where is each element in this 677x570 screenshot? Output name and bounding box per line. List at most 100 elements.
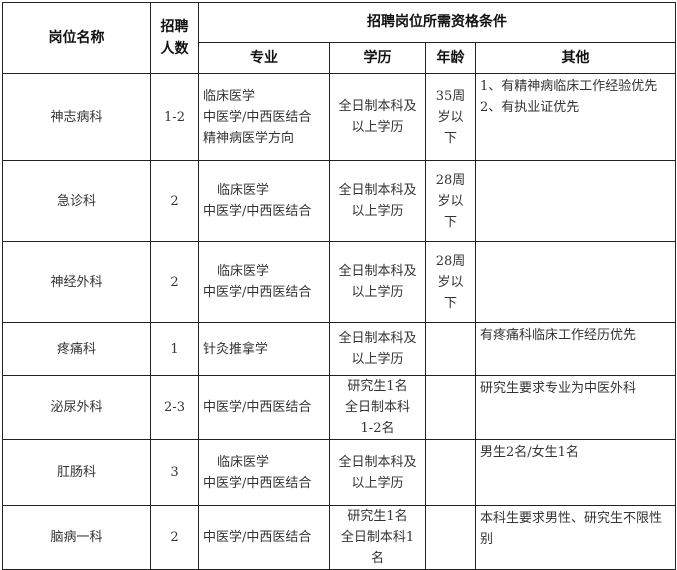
age-cell-line: 28周: [435, 253, 466, 269]
major-cell-line: 针灸推拿学: [203, 341, 269, 357]
count-cell: 2: [150, 160, 199, 242]
count-cell: 2: [150, 505, 199, 570]
education-cell-line: 全日制本科及: [338, 331, 417, 346]
major-cell-line: 中医学/中西医结合: [203, 475, 312, 491]
table-row: 疼痛科 1 针灸推拿学 全日制本科及 以上学历 有疼痛科临床工作经历优先: [2, 322, 676, 376]
education-cell: 全日制本科及 以上学历: [329, 73, 426, 161]
education-cell-line: 全日制本科: [344, 400, 410, 415]
other-cell-line: 1、有精神病临床工作经验优先: [480, 79, 658, 94]
table-row: 急诊科 2 临床医学 中医学/中西医结合 全日制本科及 以上学历 28周 岁以下: [2, 160, 676, 242]
age-cell-line: 下: [443, 295, 457, 311]
education-cell-line: 全日制本科及: [338, 99, 417, 114]
age-cell: [425, 505, 476, 570]
major-cell: 临床医学中医学/中西医结合: [198, 160, 330, 242]
age-cell: 28周岁以下: [425, 241, 476, 323]
position-cell: 神经外科: [2, 241, 151, 323]
header-age: 年龄: [425, 42, 476, 74]
education-cell: 全日制本科及 以上学历: [329, 322, 426, 376]
header-education: 学历: [329, 42, 426, 74]
education-cell-line: 全日制本科及: [338, 454, 417, 470]
education-cell-line: 全日制本科及: [338, 264, 417, 279]
other-cell-line: 有疼痛科临床工作经历优先: [480, 328, 637, 343]
age-cell: [425, 439, 476, 506]
other-cell: 研究生要求专业为中医外科: [475, 375, 676, 440]
count-cell: 2-3: [150, 375, 199, 440]
major-cell: 针灸推拿学: [198, 322, 330, 376]
major-cell-line: 临床医学: [203, 88, 256, 104]
major-cell-line: 临床医学: [217, 183, 270, 198]
major-cell: 临床医学中医学/中西医结合: [198, 439, 330, 506]
education-cell: 研究生1名全日制本科 1-2名: [329, 375, 426, 440]
age-cell: [425, 322, 476, 376]
age-cell-line: 岁以: [437, 193, 464, 209]
education-cell-line: 名: [370, 551, 384, 566]
table-row: 脑病一科 2 中医学/中西医结合 研究生1名全日制本科1 名 本科生要求男性、研究生不限性…: [2, 505, 676, 570]
other-cell-line: 研究生要求专业为中医外科: [480, 381, 637, 396]
major-cell-line: 中医学/中西医结合: [203, 400, 312, 415]
major-cell-line: 中医学/中西医结合: [203, 204, 312, 219]
count-cell: 3: [150, 439, 199, 506]
position-cell: 脑病一科: [2, 505, 151, 570]
age-cell: 35周岁以下: [425, 73, 476, 161]
other-cell: 1、有精神病临床工作经验优先 2、有执业证优先: [475, 73, 676, 161]
header-requirements: 招聘岗位所需资格条件: [198, 2, 676, 43]
major-cell: 中医学/中西医结合: [198, 505, 330, 570]
education-cell: 研究生1名全日制本科1 名: [329, 505, 426, 570]
education-cell: 全日制本科及 以上学历: [329, 241, 426, 323]
education-cell-line: 研究生1名: [347, 379, 408, 394]
major-cell-line: 临床医学: [217, 454, 270, 470]
education-cell-line: 全日制本科及: [338, 183, 417, 198]
age-cell-line: 28周: [435, 172, 466, 188]
position-cell: 神志病科: [2, 73, 151, 161]
position-cell: 疼痛科: [2, 322, 151, 376]
age-cell-line: 下: [443, 130, 457, 146]
major-cell: 中医学/中西医结合: [198, 375, 330, 440]
header-other: 其他: [475, 42, 676, 74]
count-cell: 1: [150, 322, 199, 376]
education-cell-line: 研究生1名: [347, 509, 408, 524]
age-cell: 28周岁以下: [425, 160, 476, 242]
count-cell: 2: [150, 241, 199, 323]
age-cell-line: 下: [443, 214, 457, 230]
age-cell-line: 35周: [435, 88, 466, 104]
table-row: 神志病科 1-2 临床医学 中医学/中西医结合 精神病医学方向 全日制本科及 以上学历 35周…: [2, 73, 676, 161]
education-cell-line: 全日制本科1: [340, 530, 415, 545]
header-position: 岗位名称: [2, 2, 151, 74]
header-major: 专业: [198, 42, 330, 74]
table-row: 泌尿外科 2-3 中医学/中西医结合 研究生1名全日制本科 1-2名 研究生要求专业为中医…: [2, 375, 676, 440]
table-row: 神经外科 2 临床医学 中医学/中西医结合 全日制本科及 以上学历 28周 岁以下: [2, 241, 676, 323]
other-cell: 有疼痛科临床工作经历优先: [475, 322, 676, 376]
major-cell: 临床医学中医学/中西医结合 精神病医学方向: [198, 73, 330, 161]
other-cell-line: 本科生要求男性、研究生不限性别: [480, 511, 663, 547]
education-cell-line: 以上学历: [351, 475, 404, 491]
position-cell: 泌尿外科: [2, 375, 151, 440]
education-cell-line: 以上学历: [351, 285, 404, 300]
education-cell-line: 1-2名: [360, 421, 395, 436]
education-cell: 全日制本科及 以上学历: [329, 439, 426, 506]
other-cell-line: 男生2名/女生1名: [480, 445, 579, 460]
other-cell-line: 2、有执业证优先: [480, 100, 580, 115]
major-cell-line: 临床医学: [217, 264, 270, 279]
education-cell: 全日制本科及 以上学历: [329, 160, 426, 242]
table-row: 肛肠科 3 临床医学 中医学/中西医结合 全日制本科及 以上学历 男生2名/女生1名: [2, 439, 676, 506]
position-cell: 急诊科: [2, 160, 151, 242]
major-cell-line: 中医学/中西医结合: [203, 285, 312, 300]
header-count: 招聘人数: [150, 2, 199, 74]
major-cell: 临床医学中医学/中西医结合: [198, 241, 330, 323]
education-cell-line: 以上学历: [351, 204, 404, 219]
education-cell-line: 以上学历: [351, 352, 404, 367]
major-cell-line: 精神病医学方向: [203, 130, 295, 146]
other-cell: [475, 160, 676, 242]
education-cell-line: 以上学历: [351, 120, 404, 135]
age-cell-line: 岁以: [437, 109, 464, 125]
other-cell: 男生2名/女生1名: [475, 439, 676, 506]
count-cell: 1-2: [150, 73, 199, 161]
age-cell: [425, 375, 476, 440]
other-cell: 本科生要求男性、研究生不限性别: [475, 505, 676, 570]
age-cell-line: 岁以: [437, 274, 464, 290]
major-cell-line: 中医学/中西医结合: [203, 530, 312, 545]
position-cell: 肛肠科: [2, 439, 151, 506]
major-cell-line: 中医学/中西医结合: [203, 109, 312, 125]
other-cell: [475, 241, 676, 323]
